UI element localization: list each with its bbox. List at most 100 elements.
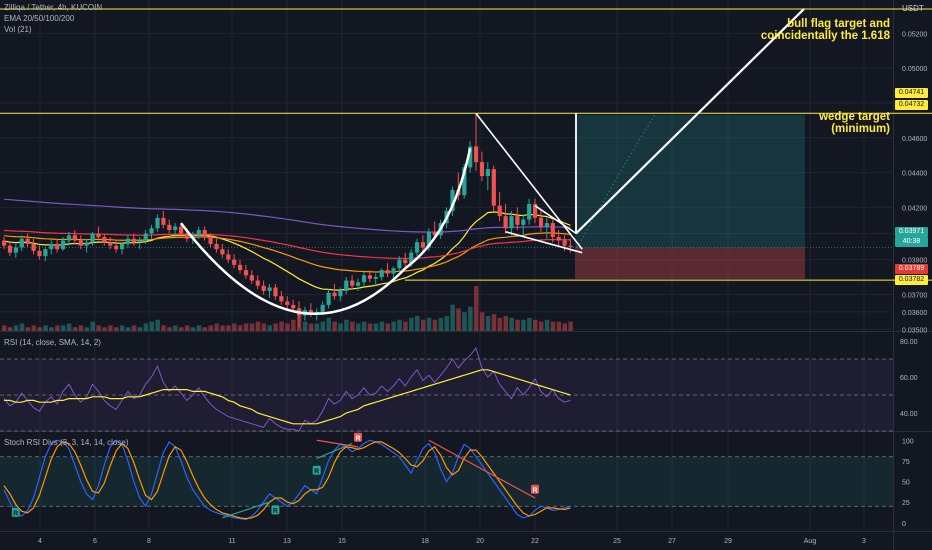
- volume-bar: [450, 304, 455, 331]
- time-tick-label: 8: [147, 538, 151, 545]
- stop-zone: [575, 247, 805, 279]
- volume-bar: [78, 325, 84, 331]
- candle-body: [320, 304, 325, 312]
- divergence-marker: [354, 432, 362, 442]
- candle-body: [43, 249, 48, 257]
- candle-body: [432, 231, 437, 236]
- candle-body: [19, 238, 24, 248]
- candle-body: [356, 282, 361, 286]
- time-tick-label: 18: [421, 538, 429, 545]
- candle-body: [267, 287, 272, 291]
- candle-body: [179, 226, 184, 234]
- candle-body: [2, 240, 7, 246]
- volume-bar: [84, 327, 90, 331]
- volume-bar: [415, 316, 420, 331]
- candle-body: [367, 275, 372, 279]
- stoch-legend: Stoch RSI Divs (3, 3, 14, 14, close): [4, 438, 129, 447]
- wedge-upper-line: [475, 112, 583, 250]
- candle-body: [131, 238, 136, 243]
- candle-body: [249, 275, 254, 281]
- candle-body: [84, 242, 89, 246]
- candle-body: [149, 228, 154, 234]
- candle-body: [13, 247, 18, 253]
- price-tag: 0.03782: [895, 275, 928, 285]
- volume-bar: [31, 325, 36, 331]
- time-tick-label: 3: [862, 538, 866, 545]
- candle-body: [55, 243, 60, 250]
- candle-body: [527, 203, 532, 220]
- candle-body: [167, 224, 172, 231]
- volume-bar: [2, 325, 7, 331]
- volume-bar: [202, 327, 208, 331]
- candle-body: [161, 217, 166, 225]
- volume-bar: [55, 325, 60, 331]
- candle-body: [173, 226, 178, 231]
- volume-bar: [503, 316, 508, 331]
- candle-body: [25, 238, 30, 244]
- volume-bar: [409, 317, 414, 331]
- volume-bar: [131, 325, 137, 331]
- volume-bar: [291, 319, 296, 331]
- stoch-tick-label: 100: [902, 438, 914, 445]
- stoch-d-line: [3, 441, 571, 520]
- volume-bar: [261, 323, 267, 331]
- volume-bar: [13, 325, 19, 331]
- volume-bar: [361, 321, 367, 331]
- time-tick-label: 11: [228, 538, 235, 545]
- volume-bar: [226, 325, 231, 331]
- candle-body: [373, 277, 378, 279]
- volume-bar: [108, 325, 113, 331]
- candle-body: [562, 240, 567, 246]
- volume-bar: [308, 323, 314, 331]
- volume-bar: [190, 327, 196, 331]
- volume-bar: [432, 319, 438, 331]
- volume-bar: [391, 321, 396, 331]
- candle-body: [521, 219, 526, 225]
- time-tick-label: 4: [38, 538, 42, 545]
- volume-bar: [120, 325, 125, 331]
- candle-body: [533, 203, 538, 218]
- candle-body: [114, 245, 119, 250]
- volume-bar: [338, 323, 343, 331]
- divergence-label: R: [314, 468, 319, 475]
- candle-body: [232, 259, 237, 265]
- candle-body: [485, 169, 490, 177]
- volume-bar: [149, 321, 154, 331]
- volume-bar: [326, 317, 331, 331]
- candle-body: [49, 243, 54, 250]
- ema-20-line: [3, 211, 571, 291]
- volume-legend: Vol (21): [4, 25, 32, 34]
- candle-body: [120, 243, 125, 250]
- divergence-label: R: [273, 508, 278, 515]
- divergence-label: R: [13, 510, 18, 517]
- candle-body: [538, 217, 544, 227]
- volume-bar: [538, 321, 544, 331]
- volume-bar: [379, 321, 385, 331]
- price-tick-label: 0.03500: [902, 327, 927, 334]
- volume-bar: [509, 317, 514, 331]
- candle-body: [291, 304, 296, 309]
- volume-bar: [279, 321, 284, 331]
- volume-bar: [220, 325, 225, 331]
- volume-bar: [7, 327, 13, 331]
- volume-bar: [61, 325, 66, 331]
- volume-bar: [491, 314, 497, 331]
- volume-bar: [456, 308, 461, 331]
- price-tick-label: 0.05200: [902, 31, 927, 38]
- candle-body: [202, 230, 207, 237]
- volume-bar: [285, 323, 290, 331]
- rsi-tick-label: 60.00: [900, 375, 918, 382]
- candle-body: [332, 292, 337, 297]
- divergence-marker: [312, 465, 321, 475]
- volume-bar: [474, 286, 479, 331]
- candle-body: [361, 275, 367, 283]
- divergence-marker: [271, 505, 280, 515]
- time-tick-label: 15: [338, 538, 346, 545]
- projection-dotted: [576, 114, 656, 248]
- volume-bar: [468, 306, 473, 331]
- volume-bar: [385, 323, 390, 331]
- profit-zone: [575, 114, 805, 248]
- stoch-tick-label: 75: [902, 459, 910, 466]
- volume-bar: [515, 319, 520, 331]
